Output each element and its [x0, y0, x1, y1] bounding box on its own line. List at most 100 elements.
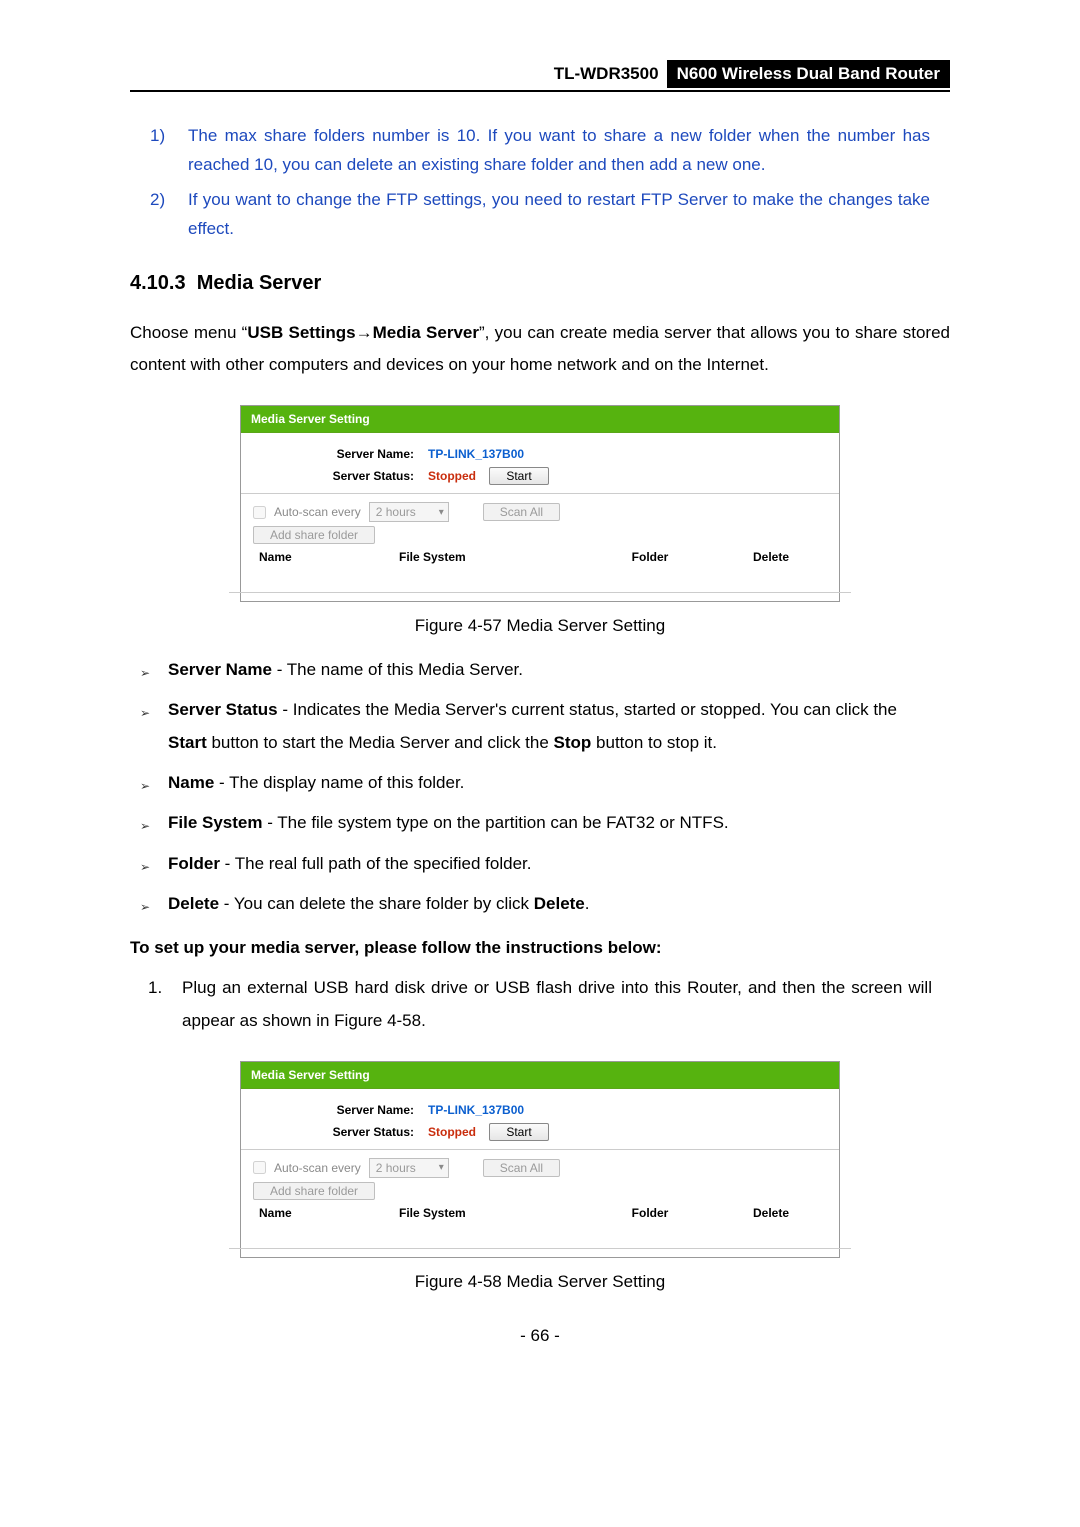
note-number: 1) — [150, 122, 172, 180]
server-name-label: Server Name: — [253, 1103, 428, 1117]
list-item: ➢ Folder - The real full path of the spe… — [140, 848, 940, 880]
scan-all-button[interactable]: Scan All — [483, 503, 560, 521]
step-number: 1. — [148, 972, 170, 1037]
col-filesystem: File System — [399, 1206, 579, 1220]
intro-paragraph: Choose menu “USB Settings→Media Server”,… — [130, 317, 950, 382]
media-server-panel: Media Server Setting Server Name: TP-LIN… — [240, 1061, 840, 1258]
note-item: 1) The max share folders number is 10. I… — [150, 122, 930, 180]
steps-list: 1. Plug an external USB hard disk drive … — [130, 972, 950, 1037]
add-share-folder-button[interactable]: Add share folder — [253, 1182, 375, 1200]
page-number: - 66 - — [130, 1326, 950, 1346]
col-name: Name — [259, 550, 399, 564]
autoscan-checkbox[interactable] — [253, 1161, 266, 1174]
autoscan-label: Auto-scan every — [274, 505, 361, 519]
header-rule — [130, 90, 950, 92]
section-heading: 4.10.3 Media Server — [130, 272, 950, 295]
note-item: 2) If you want to change the FTP setting… — [150, 186, 930, 244]
col-name: Name — [259, 1206, 399, 1220]
chevron-down-icon: ▾ — [439, 507, 444, 518]
server-status-value: Stopped — [428, 469, 476, 483]
term-desc: - Indicates the Media Server's current s… — [278, 700, 897, 719]
model-label: TL-WDR3500 — [554, 60, 667, 88]
bullet-icon: ➢ — [140, 694, 154, 725]
server-name-value: TP-LINK_137B00 — [428, 1103, 524, 1117]
notes-list: 1) The max share folders number is 10. I… — [130, 122, 950, 244]
section-number: 4.10.3 — [130, 272, 186, 294]
server-status-label: Server Status: — [253, 469, 428, 483]
term-inline: Stop — [554, 733, 592, 752]
note-text: If you want to change the FTP settings, … — [188, 186, 930, 244]
bullet-icon: ➢ — [140, 848, 154, 879]
server-status-value: Stopped — [428, 1125, 476, 1139]
autoscan-row: Auto-scan every 2 hours ▾ Scan All — [253, 1158, 827, 1178]
autoscan-select[interactable]: 2 hours ▾ — [369, 502, 449, 522]
step-item: 1. Plug an external USB hard disk drive … — [148, 972, 932, 1037]
server-name-value: TP-LINK_137B00 — [428, 447, 524, 461]
autoscan-select-value: 2 hours — [376, 505, 416, 519]
term-desc: . — [585, 894, 590, 913]
scan-all-button[interactable]: Scan All — [483, 1159, 560, 1177]
term: Name — [168, 773, 214, 792]
autoscan-checkbox[interactable] — [253, 506, 266, 519]
share-table-header: Name File System Folder Delete — [253, 1200, 827, 1230]
term: File System — [168, 813, 263, 832]
bullet-icon: ➢ — [140, 767, 154, 798]
note-text: The max share folders number is 10. If y… — [188, 122, 930, 180]
media-server-panel: Media Server Setting Server Name: TP-LIN… — [240, 405, 840, 602]
note-number: 2) — [150, 186, 172, 244]
intro-pre: Choose menu “ — [130, 323, 247, 342]
list-item: ➢ Delete - You can delete the share fold… — [140, 888, 940, 920]
server-status-label: Server Status: — [253, 1125, 428, 1139]
term-desc: button to start the Media Server and cli… — [207, 733, 554, 752]
list-item: ➢ Server Name - The name of this Media S… — [140, 654, 940, 686]
definition-list: ➢ Server Name - The name of this Media S… — [130, 654, 950, 920]
term: Server Name — [168, 660, 272, 679]
col-filesystem: File System — [399, 550, 579, 564]
product-label: N600 Wireless Dual Band Router — [667, 60, 950, 88]
bullet-icon: ➢ — [140, 807, 154, 838]
autoscan-label: Auto-scan every — [274, 1161, 361, 1175]
server-name-label: Server Name: — [253, 447, 428, 461]
list-item: ➢ File System - The file system type on … — [140, 807, 940, 839]
term-desc: - You can delete the share folder by cli… — [219, 894, 534, 913]
server-status-row: Server Status: Stopped Start — [253, 1123, 827, 1141]
term-inline: Start — [168, 733, 207, 752]
term-inline: Delete — [534, 894, 585, 913]
figure-58-caption: Figure 4-58 Media Server Setting — [130, 1272, 950, 1292]
intro-bold: USB Settings→Media Server — [247, 323, 479, 342]
server-name-row: Server Name: TP-LINK_137B00 — [253, 447, 827, 461]
chevron-down-icon: ▾ — [439, 1162, 444, 1173]
autoscan-select-value: 2 hours — [376, 1161, 416, 1175]
list-item: ➢ Server Status - Indicates the Media Se… — [140, 694, 940, 759]
autoscan-row: Auto-scan every 2 hours ▾ Scan All — [253, 502, 827, 522]
term: Folder — [168, 854, 220, 873]
share-table-header: Name File System Folder Delete — [253, 544, 827, 574]
panel-title: Media Server Setting — [241, 406, 839, 433]
figure-57-caption: Figure 4-57 Media Server Setting — [130, 616, 950, 636]
add-share-folder-button[interactable]: Add share folder — [253, 526, 375, 544]
panel-title: Media Server Setting — [241, 1062, 839, 1089]
term-desc: - The display name of this folder. — [214, 773, 464, 792]
start-button[interactable]: Start — [489, 467, 548, 485]
list-item: ➢ Name - The display name of this folder… — [140, 767, 940, 799]
col-delete: Delete — [721, 1206, 821, 1220]
term-desc: - The file system type on the partition … — [263, 813, 729, 832]
setup-heading: To set up your media server, please foll… — [130, 938, 950, 958]
term-desc: - The name of this Media Server. — [272, 660, 523, 679]
bullet-icon: ➢ — [140, 888, 154, 919]
col-folder: Folder — [579, 1206, 721, 1220]
step-text: Plug an external USB hard disk drive or … — [182, 972, 932, 1037]
autoscan-select[interactable]: 2 hours ▾ — [369, 1158, 449, 1178]
bullet-icon: ➢ — [140, 654, 154, 685]
col-delete: Delete — [721, 550, 821, 564]
col-folder: Folder — [579, 550, 721, 564]
server-status-row: Server Status: Stopped Start — [253, 467, 827, 485]
page-header: TL-WDR3500 N600 Wireless Dual Band Route… — [130, 60, 950, 92]
term: Server Status — [168, 700, 278, 719]
start-button[interactable]: Start — [489, 1123, 548, 1141]
section-title: Media Server — [197, 272, 322, 294]
term-desc: button to stop it. — [591, 733, 717, 752]
term: Delete — [168, 894, 219, 913]
server-name-row: Server Name: TP-LINK_137B00 — [253, 1103, 827, 1117]
term-desc: - The real full path of the specified fo… — [220, 854, 532, 873]
